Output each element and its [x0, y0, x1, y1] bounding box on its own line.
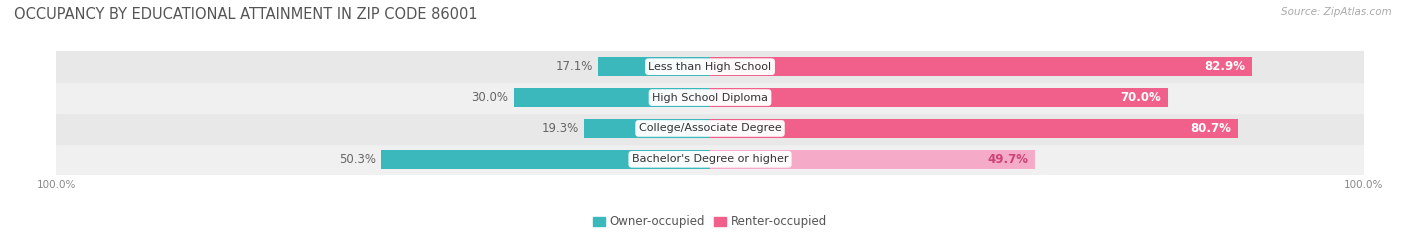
Bar	[710, 119, 1237, 138]
Bar	[56, 113, 1364, 144]
Text: Source: ZipAtlas.com: Source: ZipAtlas.com	[1281, 7, 1392, 17]
Bar	[710, 150, 1035, 169]
Bar	[598, 57, 710, 76]
Bar	[56, 51, 1364, 82]
Text: 30.0%: 30.0%	[471, 91, 509, 104]
Bar	[515, 88, 710, 107]
Text: Less than High School: Less than High School	[648, 62, 772, 72]
Bar	[583, 119, 710, 138]
Text: OCCUPANCY BY EDUCATIONAL ATTAINMENT IN ZIP CODE 86001: OCCUPANCY BY EDUCATIONAL ATTAINMENT IN Z…	[14, 7, 478, 22]
Text: College/Associate Degree: College/Associate Degree	[638, 123, 782, 134]
Text: 80.7%: 80.7%	[1191, 122, 1232, 135]
Text: Bachelor's Degree or higher: Bachelor's Degree or higher	[631, 154, 789, 164]
Bar	[56, 144, 1364, 175]
Bar	[710, 88, 1167, 107]
Text: High School Diploma: High School Diploma	[652, 93, 768, 103]
Bar	[710, 57, 1251, 76]
Text: 82.9%: 82.9%	[1205, 60, 1246, 73]
Bar	[381, 150, 710, 169]
Text: 50.3%: 50.3%	[339, 153, 375, 166]
Legend: Owner-occupied, Renter-occupied: Owner-occupied, Renter-occupied	[588, 211, 832, 233]
Text: 17.1%: 17.1%	[555, 60, 593, 73]
Text: 49.7%: 49.7%	[987, 153, 1028, 166]
Text: 70.0%: 70.0%	[1121, 91, 1161, 104]
Text: 19.3%: 19.3%	[541, 122, 579, 135]
Bar	[56, 82, 1364, 113]
